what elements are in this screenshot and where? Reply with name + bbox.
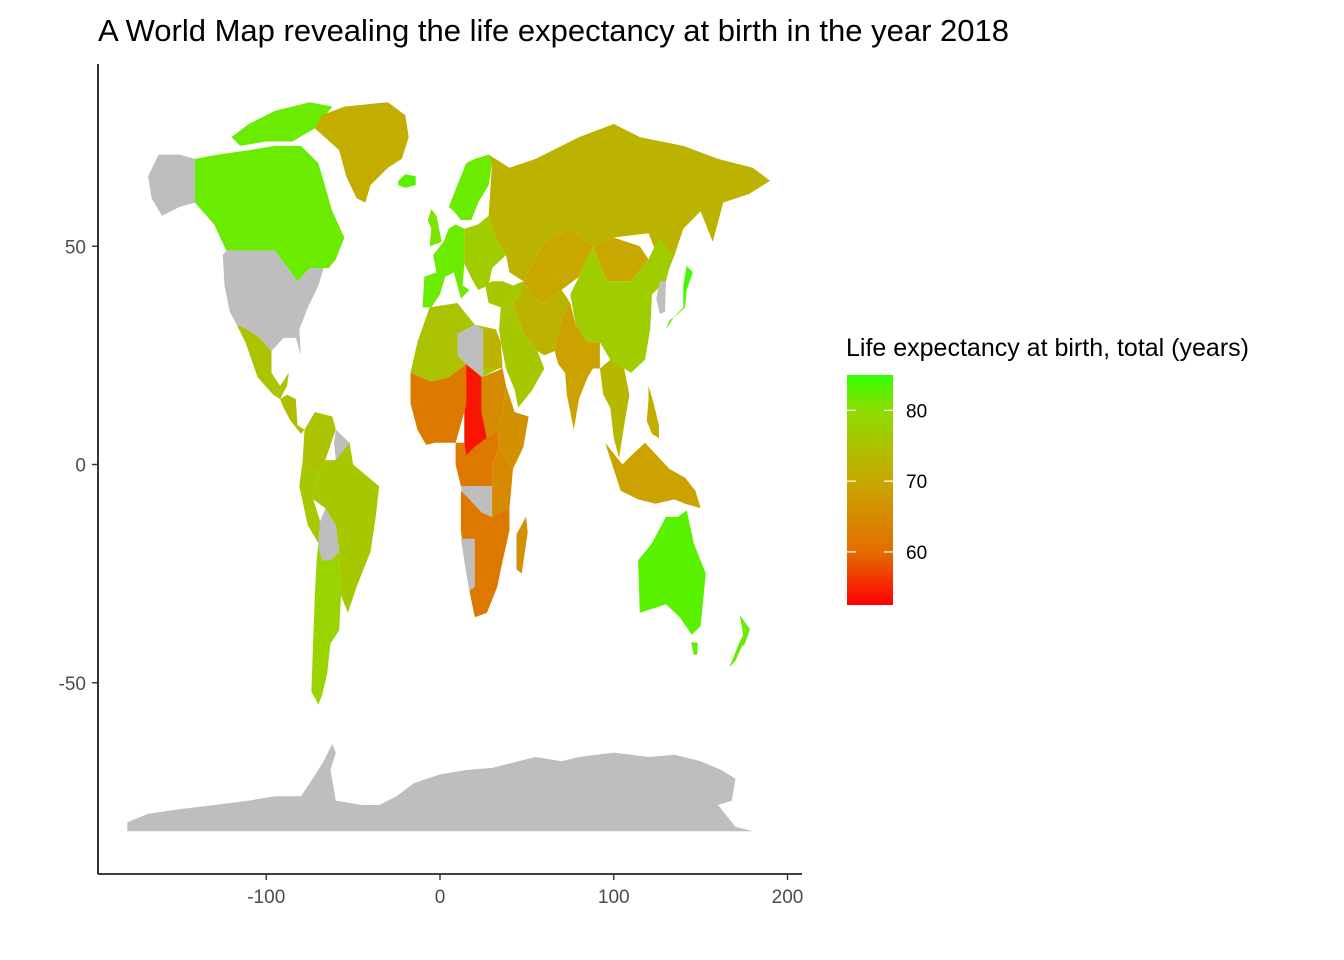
region-scandinavia [448, 154, 493, 221]
y-tick-label: 50 [65, 237, 86, 258]
region-british-isles [427, 209, 442, 247]
region-namibia [460, 538, 475, 592]
x-tick-label: 0 [435, 887, 446, 908]
map-regions [127, 102, 771, 832]
region-mexico [236, 324, 289, 399]
region-tasmania [691, 642, 698, 655]
region-turkey-caucasus [485, 281, 524, 308]
region-iceland [398, 174, 416, 188]
region-canada [195, 145, 345, 282]
y-tick-label: -50 [59, 674, 86, 695]
region-iran-afghanistan [513, 281, 571, 356]
region-libya [457, 324, 484, 378]
region-chile-argentina [311, 543, 341, 705]
region-peru-ecuador [299, 460, 321, 544]
region-central-america [280, 394, 305, 434]
region-indonesia-png [605, 442, 701, 509]
region-philippines [646, 385, 659, 439]
region-china [570, 237, 673, 373]
region-dr-congo [460, 486, 493, 517]
y-tick-label: 0 [75, 456, 86, 477]
region-west-africa [410, 364, 467, 445]
x-axis-ticks: -100 0 100 200 [247, 874, 803, 908]
region-korea [656, 281, 666, 314]
legend-ticks: 60 70 80 [847, 401, 927, 564]
region-united-states [222, 250, 324, 356]
region-east-africa [492, 447, 513, 517]
region-southeast-asia [599, 359, 630, 458]
region-egypt [483, 329, 503, 369]
region-alaska [148, 154, 195, 216]
x-tick-label: -100 [247, 887, 285, 908]
chart-title: A World Map revealing the life expectanc… [98, 13, 1009, 48]
legend-color-bar [847, 375, 893, 605]
region-colombia-venezuela [302, 412, 336, 474]
region-pakistan-india [554, 303, 600, 430]
legend-tick-label: 70 [906, 472, 927, 493]
region-greenland [314, 102, 409, 203]
region-kazakhstan-central-asia [523, 228, 593, 303]
region-mongolia [592, 237, 649, 282]
region-sudan [481, 368, 506, 439]
region-horn-of-africa [497, 385, 529, 469]
region-eastern-europe [464, 215, 506, 290]
legend-tick-label: 60 [906, 543, 927, 564]
region-central-africa [455, 429, 500, 487]
x-tick-label: 100 [598, 887, 630, 908]
region-chad-car [464, 364, 487, 456]
region-antarctica [127, 743, 753, 832]
x-tick-label: 200 [772, 887, 804, 908]
legend-tick-label: 80 [906, 401, 927, 422]
region-bolivia [318, 508, 340, 561]
region-middle-east [499, 303, 545, 408]
region-western-europe [422, 224, 470, 308]
legend-title: Life expectancy at birth, total (years) [846, 334, 1249, 362]
region-australia [638, 510, 706, 635]
y-axis-ticks: -50 0 50 [59, 237, 98, 695]
region-russia [488, 124, 771, 282]
region-madagascar [516, 516, 528, 574]
region-canadian-arctic-islands [231, 102, 333, 146]
region-new-zealand [729, 615, 751, 668]
region-japan [665, 265, 693, 330]
region-brazil [313, 442, 380, 613]
